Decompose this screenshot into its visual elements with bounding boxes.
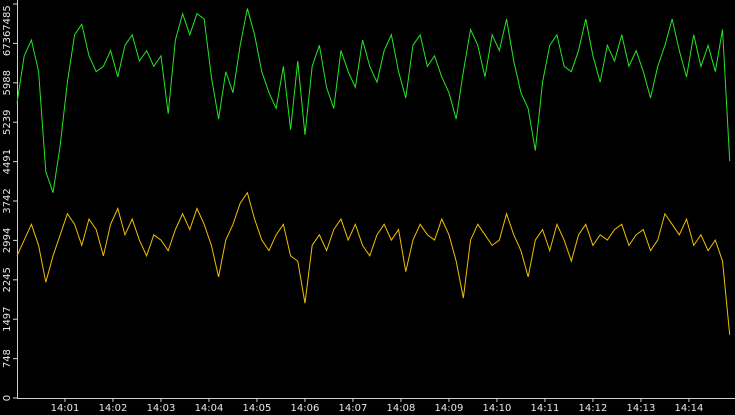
- y-tick-label: 0: [2, 395, 13, 401]
- series-line: [16, 191, 731, 335]
- x-tick-label: 14:08: [387, 403, 416, 414]
- x-tick-label: 14:01: [51, 403, 80, 414]
- y-tick-label: 4491: [2, 149, 13, 174]
- x-tick-label: 14:06: [291, 403, 320, 414]
- y-tick-label: 7485: [2, 5, 13, 30]
- y-tick-label: 2994: [2, 228, 13, 253]
- x-tick-label: 14:14: [675, 403, 704, 414]
- x-tick-label: 14:02: [99, 403, 128, 414]
- x-tick-label: 14:10: [483, 403, 512, 414]
- y-tick-label: 2245: [2, 267, 13, 292]
- x-tick-label: 14:07: [339, 403, 368, 414]
- x-tick-label: 14:05: [243, 403, 272, 414]
- y-tick-label: 5239: [2, 109, 13, 134]
- x-tick-label: 14:13: [627, 403, 656, 414]
- x-tick-label: 14:09: [435, 403, 464, 414]
- y-tick-label: 3742: [2, 188, 13, 213]
- x-tick-label: 14:12: [579, 403, 608, 414]
- y-tick-label: 6736: [2, 31, 13, 56]
- y-tick-label: 1497: [2, 306, 13, 331]
- y-tick-label: 748: [2, 349, 13, 368]
- y-tick-label: 5988: [2, 70, 13, 95]
- x-tick-label: 14:11: [531, 403, 560, 414]
- x-tick-label: 14:03: [147, 403, 176, 414]
- series-line: [16, 8, 731, 193]
- x-tick-label: 14:04: [195, 403, 224, 414]
